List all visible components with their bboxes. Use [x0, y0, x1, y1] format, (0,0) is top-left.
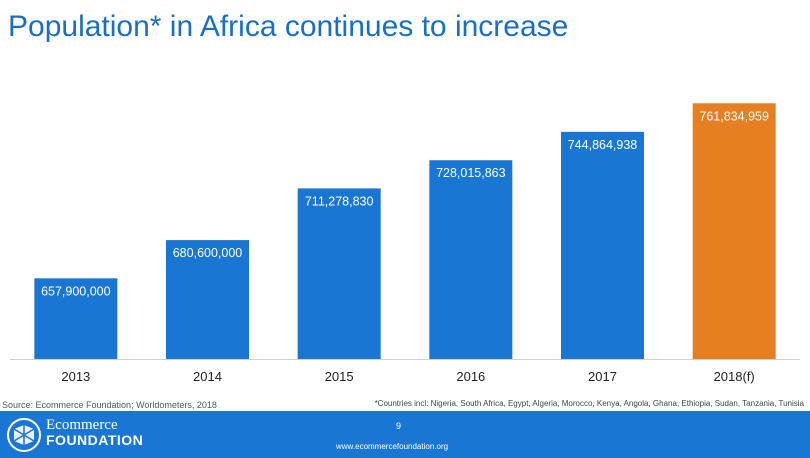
x-tick-label-2017: 2017	[588, 369, 617, 384]
bar-2014	[166, 240, 249, 359]
page-title: Population* in Africa continues to incre…	[8, 10, 569, 43]
data-label-2017: 744,864,938	[568, 138, 638, 152]
bar-2018(f)	[692, 103, 776, 360]
population-bar-chart: 657,900,000 2013 680,600,000 2014 711,278,83…	[10, 103, 800, 384]
footer-bar: Ecommerce FOUNDATION 9 www.ecommercefoun…	[0, 411, 810, 458]
bar-2017	[561, 131, 644, 359]
ecommerce-foundation-logo-icon	[7, 418, 41, 452]
data-label-2016: 728,015,863	[436, 166, 506, 180]
x-tick-label-2013: 2013	[61, 369, 90, 384]
logo-line-1: Ecommerce	[46, 417, 118, 433]
logo-text: Ecommerce FOUNDATION	[46, 418, 143, 448]
data-label-2014: 680,600,000	[173, 246, 243, 260]
x-tick-label-2016: 2016	[456, 369, 485, 384]
x-tick-label-2018(f): 2018(f)	[714, 369, 755, 384]
data-label-2018(f): 761,834,959	[699, 109, 769, 123]
bar-2013	[34, 278, 118, 359]
countries-footnote: *Countries incl: Nigeria, South Africa, …	[374, 399, 804, 408]
bar-2015	[297, 188, 381, 359]
data-label-2013: 657,900,000	[41, 284, 111, 298]
x-tick-label-2015: 2015	[325, 369, 354, 384]
logo-line-2: FOUNDATION	[46, 432, 144, 448]
x-tick-label-2014: 2014	[193, 369, 222, 384]
page-number: 9	[396, 421, 402, 431]
bar-2016	[429, 160, 513, 359]
source-note: Source: Ecommerce Foundation; Worldomete…	[2, 400, 217, 410]
footer-url[interactable]: www.ecommercefoundation.org	[336, 442, 449, 451]
data-label-2015: 711,278,830	[305, 194, 374, 208]
